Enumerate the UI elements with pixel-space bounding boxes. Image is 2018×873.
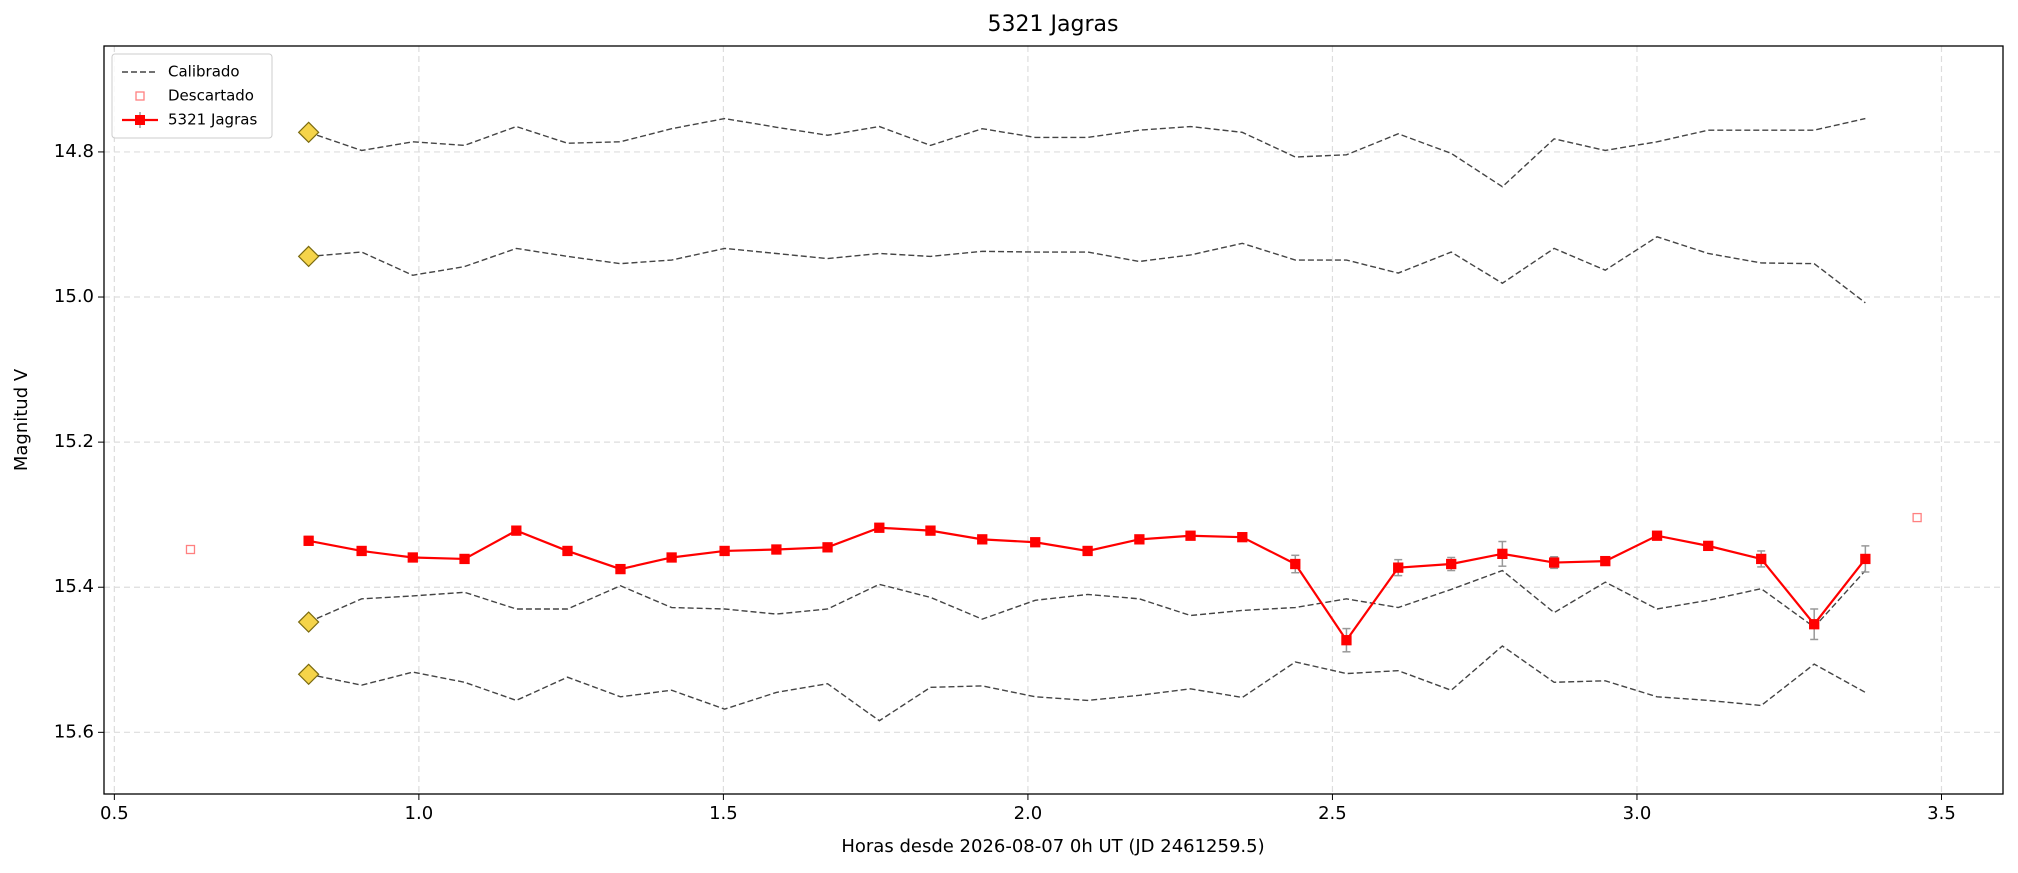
x-tick-label: 2.5 — [1318, 803, 1347, 824]
chart-title: 5321 Jagras — [988, 12, 1119, 37]
target-point — [1082, 545, 1093, 557]
calibrated-line — [308, 117, 1866, 188]
target-point — [1290, 558, 1301, 570]
target-point — [356, 545, 367, 557]
start-marker — [297, 245, 320, 268]
target-point — [1860, 553, 1871, 565]
y-tick-label: 15.6 — [54, 721, 94, 742]
legend-label: 5321 Jagras — [168, 111, 257, 129]
y-tick-label: 15.0 — [54, 286, 94, 307]
target-point — [1651, 530, 1663, 541]
calibrated-line — [308, 569, 1866, 629]
target-point — [1393, 562, 1404, 573]
legend-label: Descartado — [168, 87, 254, 105]
target-point — [925, 525, 936, 536]
x-tick-label: 2.0 — [1014, 803, 1043, 824]
discarded-point — [1912, 512, 1922, 523]
target-point — [407, 552, 418, 563]
x-tick-label: 3.0 — [1623, 803, 1652, 824]
target-line — [308, 526, 1867, 643]
start-marker — [297, 121, 320, 144]
y-tick-label: 14.8 — [54, 141, 94, 162]
target-point — [511, 525, 522, 536]
target-point — [1756, 553, 1767, 565]
target-point — [666, 552, 677, 563]
target-point — [1341, 635, 1352, 646]
target-point — [1600, 555, 1611, 567]
target-point — [1548, 557, 1560, 568]
target-point — [1030, 537, 1041, 548]
plot-frame — [103, 45, 2004, 795]
y-tick-label: 15.2 — [54, 431, 94, 452]
start-marker — [297, 663, 320, 686]
target-point — [1185, 530, 1196, 541]
target-point — [977, 534, 988, 545]
legend-label: Calibrado — [168, 63, 240, 81]
x-tick-label: 1.0 — [405, 803, 434, 824]
target-point — [771, 544, 782, 555]
target-point — [1446, 558, 1457, 570]
target-point — [1497, 548, 1508, 560]
target-point — [615, 563, 626, 575]
target-point — [1237, 532, 1248, 543]
target-point — [1809, 619, 1820, 630]
x-tick-label: 1.5 — [709, 803, 738, 824]
legend-symbol — [135, 115, 145, 125]
target-point — [459, 553, 470, 565]
discarded-point — [185, 544, 196, 555]
legend-symbol — [135, 91, 145, 101]
legend-frame — [111, 53, 273, 139]
x-tick-label: 3.5 — [1927, 803, 1956, 824]
y-axis-label: Magnitud V — [11, 368, 32, 471]
x-axis-label: Horas desde 2026-08-07 0h UT (JD 2461259… — [841, 836, 1264, 857]
calibrated-line — [308, 236, 1866, 304]
target-point — [303, 535, 314, 546]
target-point — [719, 545, 730, 557]
x-tick-label: 0.5 — [100, 803, 129, 824]
calibrated-line — [308, 645, 1866, 722]
start-marker — [297, 611, 320, 633]
target-point — [822, 542, 833, 553]
target-point — [874, 522, 885, 533]
target-point — [1134, 534, 1145, 545]
target-point — [562, 545, 573, 557]
y-tick-label: 15.4 — [54, 576, 94, 597]
target-point — [1703, 540, 1714, 552]
